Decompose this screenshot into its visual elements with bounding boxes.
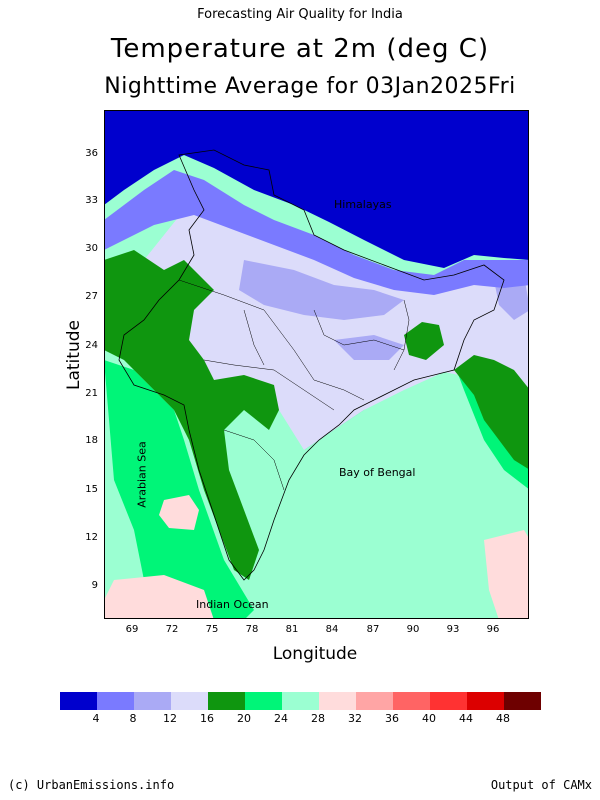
x-tick: 84: [325, 624, 339, 635]
colorbar-swatch: [171, 692, 208, 710]
y-tick: 24: [85, 340, 98, 351]
y-tick: 18: [85, 435, 98, 446]
y-tick: 27: [85, 291, 98, 302]
colorbar-tick: 48: [496, 712, 510, 725]
y-tick: 15: [85, 484, 98, 495]
colorbar-tick: 32: [348, 712, 362, 725]
field-32-east: [484, 530, 528, 618]
x-tick: 87: [366, 624, 380, 635]
colorbar: [60, 692, 541, 710]
field-20-northeast: [404, 322, 444, 360]
field-24-west: [104, 360, 254, 618]
x-tick: 78: [245, 624, 259, 635]
colorbar-swatch: [60, 692, 97, 710]
field-32-west: [159, 495, 199, 530]
colorbar-tick: 12: [163, 712, 177, 725]
copyright-text: (c) UrbanEmissions.info: [8, 778, 175, 792]
y-tick: 33: [85, 195, 98, 206]
map-frame: [104, 110, 529, 619]
colorbar-swatch: [97, 692, 134, 710]
y-tick: 30: [85, 243, 98, 254]
output-credit: Output of CAMx: [490, 778, 592, 792]
y-axis-label: Latitude: [64, 320, 84, 390]
x-tick: 69: [125, 624, 139, 635]
colorbar-swatch: [282, 692, 319, 710]
colorbar-tick: 24: [274, 712, 288, 725]
y-tick: 21: [85, 388, 98, 399]
label-arabian-sea: Arabian Sea: [135, 441, 149, 508]
map-title: Temperature at 2m (deg C): [110, 34, 490, 64]
x-axis-label: Longitude: [272, 644, 358, 664]
x-tick: 72: [165, 624, 179, 635]
x-tick: 90: [406, 624, 420, 635]
colorbar-tick: 8: [129, 712, 137, 725]
colorbar-tick: 20: [237, 712, 251, 725]
super-title: Forecasting Air Quality for India: [197, 7, 403, 22]
x-tick: 93: [446, 624, 460, 635]
colorbar-tick: 16: [200, 712, 214, 725]
colorbar-swatch: [208, 692, 245, 710]
state-boundaries: [178, 279, 365, 401]
colorbar-tick: 4: [92, 712, 100, 725]
field-8: [104, 170, 528, 295]
colorbar-tick: 44: [459, 712, 473, 725]
field-32-south: [104, 575, 214, 618]
colorbar-swatch: [134, 692, 171, 710]
temperature-map: [104, 110, 529, 619]
label-indian-ocean: Indian Ocean: [196, 598, 269, 611]
label-himalayas: Himalayas: [334, 198, 392, 211]
field-20-west: [104, 250, 279, 580]
field-20-east: [454, 355, 528, 469]
colorbar-tick: 40: [422, 712, 436, 725]
map-subtitle: Nighttime Average for 03Jan2025Fri: [104, 74, 516, 99]
colorbar-swatch: [430, 692, 467, 710]
colorbar-tick: 28: [311, 712, 325, 725]
label-bay-of-bengal: Bay of Bengal: [339, 466, 416, 479]
x-tick: 81: [285, 624, 299, 635]
colorbar-swatch: [319, 692, 356, 710]
colorbar-swatch: [393, 692, 430, 710]
colorbar-swatch: [356, 692, 393, 710]
colorbar-swatch: [504, 692, 541, 710]
colorbar-swatch: [467, 692, 504, 710]
colorbar-tick: 36: [385, 712, 399, 725]
y-tick: 36: [85, 148, 98, 159]
x-tick: 75: [205, 624, 219, 635]
colorbar-swatch: [245, 692, 282, 710]
y-tick: 9: [91, 580, 98, 591]
field-12-central: [239, 260, 404, 320]
field-16: [104, 190, 528, 450]
field-4: [104, 110, 528, 268]
country-boundary: [118, 149, 505, 581]
x-tick: 96: [486, 624, 500, 635]
y-tick: 12: [85, 532, 98, 543]
